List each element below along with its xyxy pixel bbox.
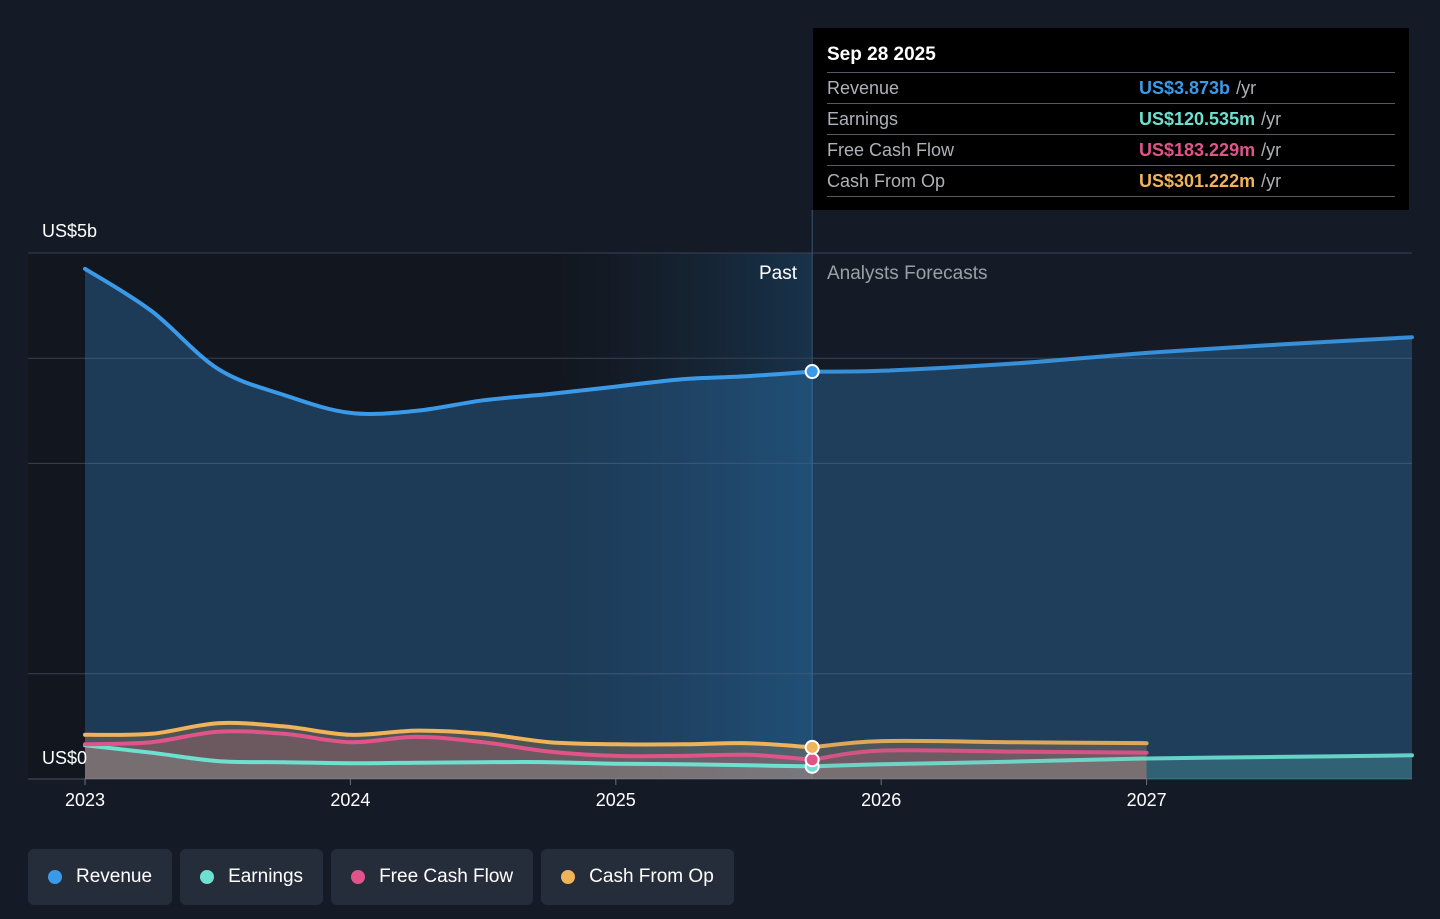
tooltip-value: US$120.535m/yr <box>1139 104 1281 134</box>
x-tick-label: 2023 <box>64 790 106 810</box>
legend-label: Cash From Op <box>589 866 714 887</box>
tooltip-date: Sep 28 2025 <box>827 42 1395 73</box>
tooltip-unit: /yr <box>1261 140 1282 160</box>
legend-label: Earnings <box>228 866 304 887</box>
cash-from-op-line-past <box>83 720 815 750</box>
free-cash-flow-line-past <box>83 729 815 762</box>
tooltip-row-revenue: Revenue US$3.873b/yr <box>827 73 1395 104</box>
tooltip-row-cash-from-op: Cash From Op US$301.222m/yr <box>827 166 1395 197</box>
legend-item-revenue[interactable]: Revenue <box>28 849 173 905</box>
revenue-line-forecast <box>810 335 1414 374</box>
past-highlight-band <box>549 253 813 779</box>
revenue-dot-icon <box>48 870 62 884</box>
free-cash-flow-line-forecast <box>810 748 1149 762</box>
legend-item-free-cash-flow[interactable]: Free Cash Flow <box>331 849 534 905</box>
tooltip: Sep 28 2025 Revenue US$3.873b/yr Earning… <box>813 28 1409 210</box>
free-cash-flow-marker <box>804 752 820 768</box>
legend-label: Revenue <box>76 866 153 887</box>
tooltip-label: Cash From Op <box>827 171 946 191</box>
fcf-dot-icon <box>351 870 366 884</box>
earnings-area <box>85 745 1412 779</box>
tooltip-value-text: US$3.873b <box>1139 78 1231 98</box>
x-tick-label: 2027 <box>1126 790 1167 810</box>
forecast-region-label: Analysts Forecasts <box>827 263 988 284</box>
tooltip-value-text: US$183.229m <box>1139 140 1256 160</box>
x-tick-label: 2024 <box>330 790 371 810</box>
legend-item-cash-from-op[interactable]: Cash From Op <box>541 849 734 905</box>
earnings-line-forecast <box>810 753 1414 769</box>
earnings-dot-icon <box>200 870 215 884</box>
tooltip-value: US$301.222m/yr <box>1139 166 1281 196</box>
tooltip-value: US$3.873b/yr <box>1139 73 1256 103</box>
tooltip-label: Free Cash Flow <box>827 140 955 160</box>
tooltip-value-text: US$301.222m <box>1139 171 1256 191</box>
cash-from-op-line-forecast <box>810 738 1149 750</box>
revenue-area <box>85 268 1412 779</box>
legend-label: Free Cash Flow <box>379 866 514 887</box>
y-axis-bottom-label: US$0 <box>42 748 88 768</box>
past-region-label: Past <box>759 263 798 284</box>
tooltip-row-free-cash-flow: Free Cash Flow US$183.229m/yr <box>827 135 1395 166</box>
x-tick-label: 2025 <box>595 790 636 810</box>
revenue-marker <box>804 364 820 380</box>
tooltip-unit: /yr <box>1261 171 1282 191</box>
tooltip-unit: /yr <box>1261 109 1282 129</box>
y-axis-top-label: US$5b <box>42 221 98 241</box>
x-tick-label: 2026 <box>861 790 902 810</box>
tooltip-unit: /yr <box>1236 78 1257 98</box>
tooltip-value-text: US$120.535m <box>1139 109 1256 129</box>
tooltip-row-earnings: Earnings US$120.535m/yr <box>827 104 1395 135</box>
legend-item-earnings[interactable]: Earnings <box>180 849 324 905</box>
revenue-line-past <box>83 266 815 416</box>
cash-from-op-marker <box>804 739 820 755</box>
tooltip-label: Revenue <box>827 78 900 98</box>
cfo-dot-icon <box>561 870 576 884</box>
tooltip-label: Earnings <box>827 109 899 129</box>
earnings-line-past <box>83 743 815 769</box>
tooltip-value: US$183.229m/yr <box>1139 135 1281 165</box>
legend: Revenue Earnings Free Cash Flow Cash Fro… <box>28 849 734 905</box>
